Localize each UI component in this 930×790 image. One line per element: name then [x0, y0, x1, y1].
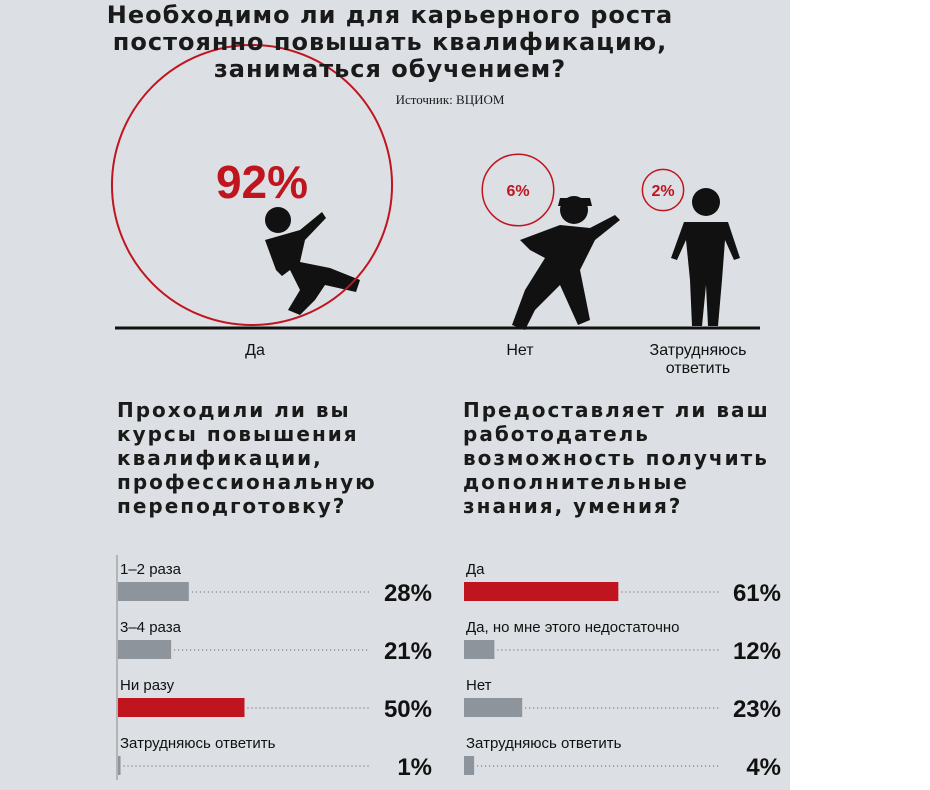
bar	[464, 640, 495, 659]
category-label: Ни разу	[120, 677, 175, 694]
value-label: 2%	[651, 183, 674, 200]
bar	[118, 698, 245, 717]
chart-title: Предоставляет ли ваш работодатель возмож…	[463, 398, 770, 518]
bar	[118, 582, 189, 601]
chart-title: Необходимо ли для карьерного роста посто…	[106, 1, 674, 83]
category-label: Нет	[506, 342, 534, 359]
value-label: 92%	[216, 156, 308, 208]
bubble	[110, 43, 394, 327]
source: Источник: ВЦИОМ	[395, 92, 505, 107]
category-label: Да	[466, 561, 485, 578]
value-label: 6%	[506, 183, 529, 200]
value-label: 1%	[397, 754, 432, 781]
bubble	[481, 153, 555, 227]
background	[0, 0, 790, 790]
category-label: Да	[245, 342, 265, 359]
category-label: Нет	[466, 677, 492, 694]
category-label: Затрудняюсь ответить	[650, 342, 747, 377]
value-label: 50%	[384, 696, 432, 723]
value-label: 61%	[733, 580, 781, 607]
category-label: Затрудняюсь ответить	[120, 735, 276, 752]
chart-title: Проходили ли вы курсы повышения квалифик…	[117, 398, 377, 518]
bar	[118, 756, 121, 775]
value-label: 23%	[733, 696, 781, 723]
value-label: 28%	[384, 580, 432, 607]
value-label: 12%	[733, 638, 781, 665]
bar	[464, 698, 523, 717]
bar	[464, 582, 619, 601]
value-label: 4%	[746, 754, 781, 781]
category-label: Да, но мне этого недостаточно	[466, 619, 680, 636]
category-label: Затрудняюсь ответить	[466, 735, 622, 752]
bar	[118, 640, 172, 659]
bar	[464, 756, 475, 775]
category-label: 3–4 раза	[120, 619, 182, 636]
category-label: 1–2 раза	[120, 561, 182, 578]
value-label: 21%	[384, 638, 432, 665]
bubble	[641, 168, 685, 212]
figure	[265, 188, 740, 330]
